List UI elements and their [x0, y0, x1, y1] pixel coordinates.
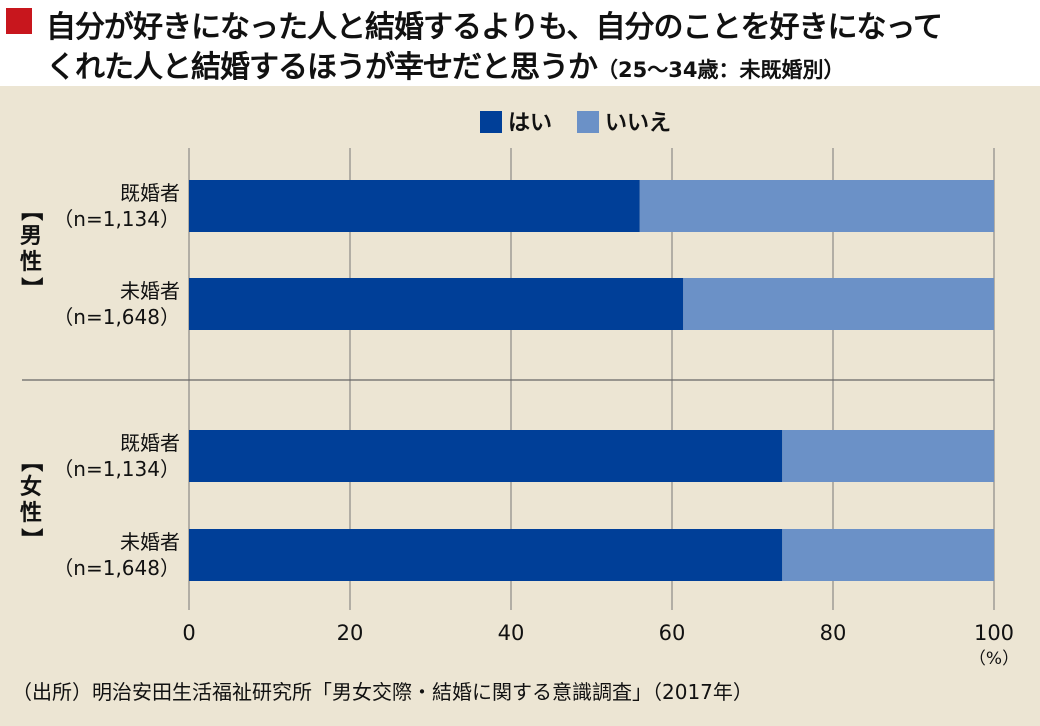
chart-subtitle: （25〜34歳：未既婚別） — [597, 58, 845, 82]
group-label-g0-char1: 男 — [20, 224, 42, 249]
chart-title-line2-text: くれた人と結婚するほうが幸せだと思うか — [46, 50, 598, 85]
group-label-g0-char0: 【 — [18, 199, 43, 221]
bar-yes-g1-c0 — [189, 430, 783, 482]
title-marker — [6, 8, 32, 34]
category-n-g0-c0: （n=1,134） — [53, 207, 180, 231]
chart-title-line2: くれた人と結婚するほうが幸せだと思うか（25〜34歳：未既婚別） — [46, 42, 844, 86]
tick-label-x-80: 80 — [820, 621, 847, 645]
category-label-g0-c0: 既婚者 — [120, 181, 180, 205]
category-label-g1-c0: 既婚者 — [120, 431, 180, 455]
bar-no-g0-c0 — [639, 180, 994, 232]
group-label-g1-char1: 女 — [20, 474, 42, 500]
tick-label-x-100: 100 — [974, 621, 1014, 645]
category-n-g0-c1: （n=1,648） — [53, 305, 180, 329]
bar-no-g0-c1 — [683, 278, 994, 330]
bar-yes-g0-c1 — [189, 278, 684, 330]
tick-label-x-20: 20 — [337, 621, 364, 645]
category-n-g1-c1: （n=1,648） — [53, 556, 180, 580]
bar-no-g1-c1 — [782, 529, 994, 581]
group-label-g0-char2: 性 — [20, 250, 42, 275]
bar-no-g1-c0 — [782, 430, 994, 482]
legend-label-no: いいえ — [605, 111, 671, 136]
tick-label-x-60: 60 — [659, 621, 686, 645]
tick-label-x-0: 0 — [182, 621, 195, 645]
category-n-g1-c0: （n=1,134） — [53, 457, 180, 481]
source-note: （出所）明治安田生活福祉研究所「男女交際・結婚に関する意識調査」（2017年） — [12, 680, 753, 704]
legend-swatch-no — [577, 111, 599, 133]
category-label-g0-c1: 未婚者 — [120, 279, 180, 303]
group-label-g1-char3: 】 — [18, 528, 43, 550]
chart-header: 自分が好きになった人と結婚するよりも、自分のことを好きになって くれた人と結婚す… — [0, 0, 1040, 86]
legend-label-yes: はい — [508, 111, 552, 136]
group-label-g0-char3: 】 — [18, 277, 43, 299]
bar-yes-g0-c0 — [189, 180, 640, 232]
chart-title-line1: 自分が好きになった人と結婚するよりも、自分のことを好きになって — [46, 10, 943, 45]
category-label-g1-c1: 未婚者 — [120, 530, 180, 554]
group-label-g1-char0: 【 — [18, 450, 43, 472]
unit-label: （%） — [969, 649, 1019, 669]
group-label-g1-char2: 性 — [20, 501, 42, 526]
bar-yes-g1-c1 — [189, 529, 783, 581]
tick-label-x-40: 40 — [498, 621, 525, 645]
legend-swatch-yes — [480, 111, 502, 133]
